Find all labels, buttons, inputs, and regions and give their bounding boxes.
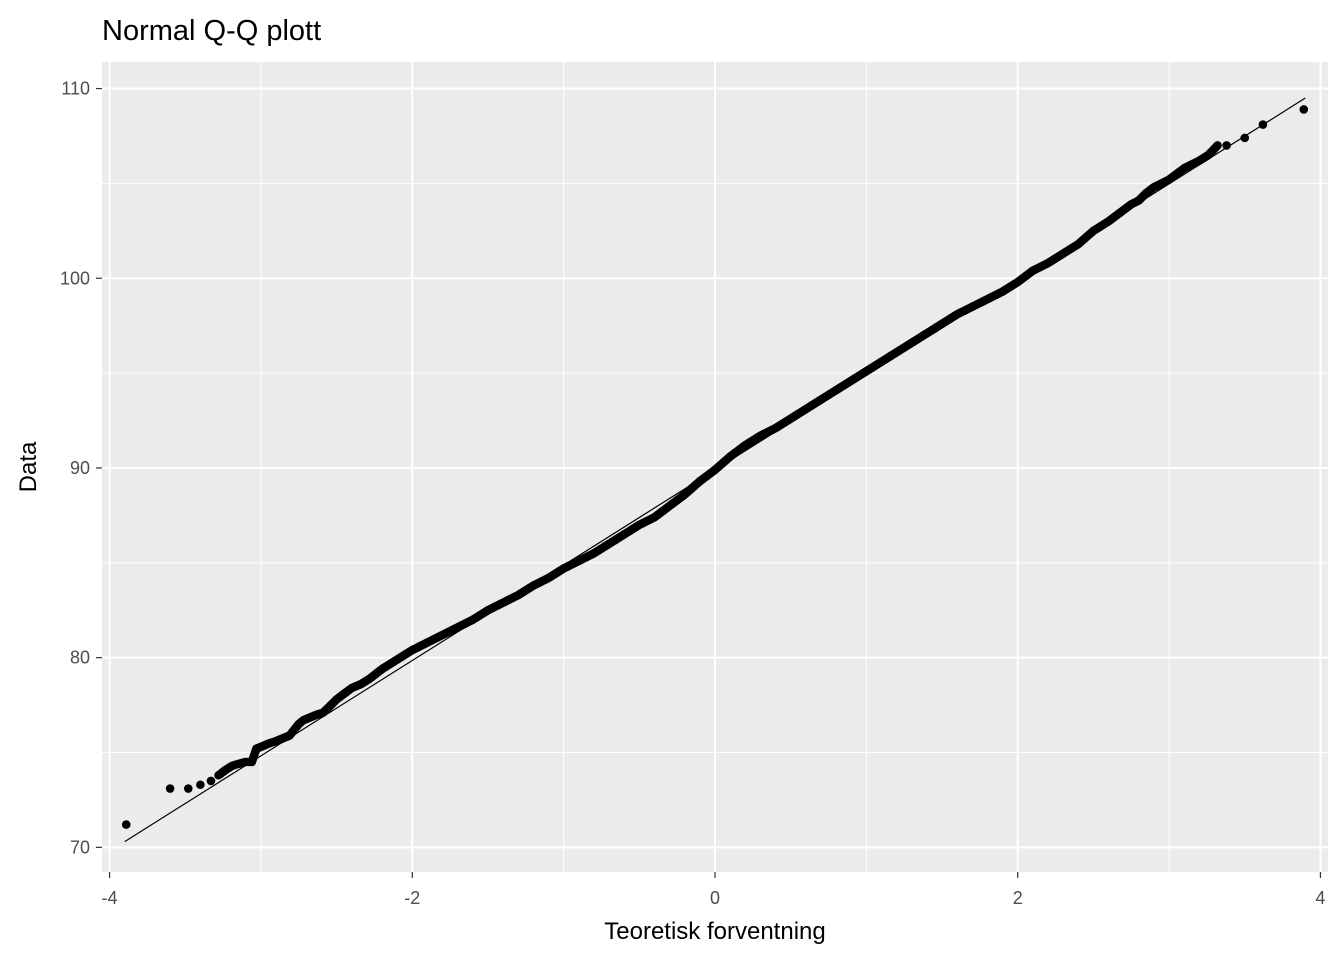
x-tick-label: 0: [710, 888, 720, 908]
x-axis-ticks: -4 -2 0 2 4: [102, 872, 1325, 908]
y-axis-ticks: 70 80 90 100 110: [60, 79, 102, 857]
data-point: [1222, 141, 1231, 150]
data-point: [1240, 133, 1250, 143]
y-axis-title: Data: [15, 441, 42, 492]
y-tick-label: 70: [70, 837, 90, 857]
data-point: [1258, 120, 1268, 129]
y-tick-label: 110: [61, 79, 90, 99]
data-point: [183, 784, 193, 793]
y-tick-label: 80: [70, 648, 90, 668]
data-points: [121, 105, 1309, 829]
y-tick-label: 100: [60, 268, 90, 288]
data-point: [196, 780, 205, 790]
chart-title: Normal Q-Q plott: [102, 15, 321, 47]
x-axis-title: Teoretisk forventning: [604, 918, 825, 945]
x-tick-label: -2: [404, 888, 420, 908]
data-point: [121, 820, 131, 829]
data-point: [1213, 141, 1222, 150]
data-point: [206, 776, 216, 786]
x-tick-label: -4: [102, 888, 118, 908]
y-tick-label: 90: [70, 458, 90, 478]
x-tick-label: 4: [1315, 888, 1325, 908]
data-point: [165, 784, 175, 793]
data-point: [1299, 105, 1309, 114]
x-tick-label: 2: [1013, 888, 1023, 908]
